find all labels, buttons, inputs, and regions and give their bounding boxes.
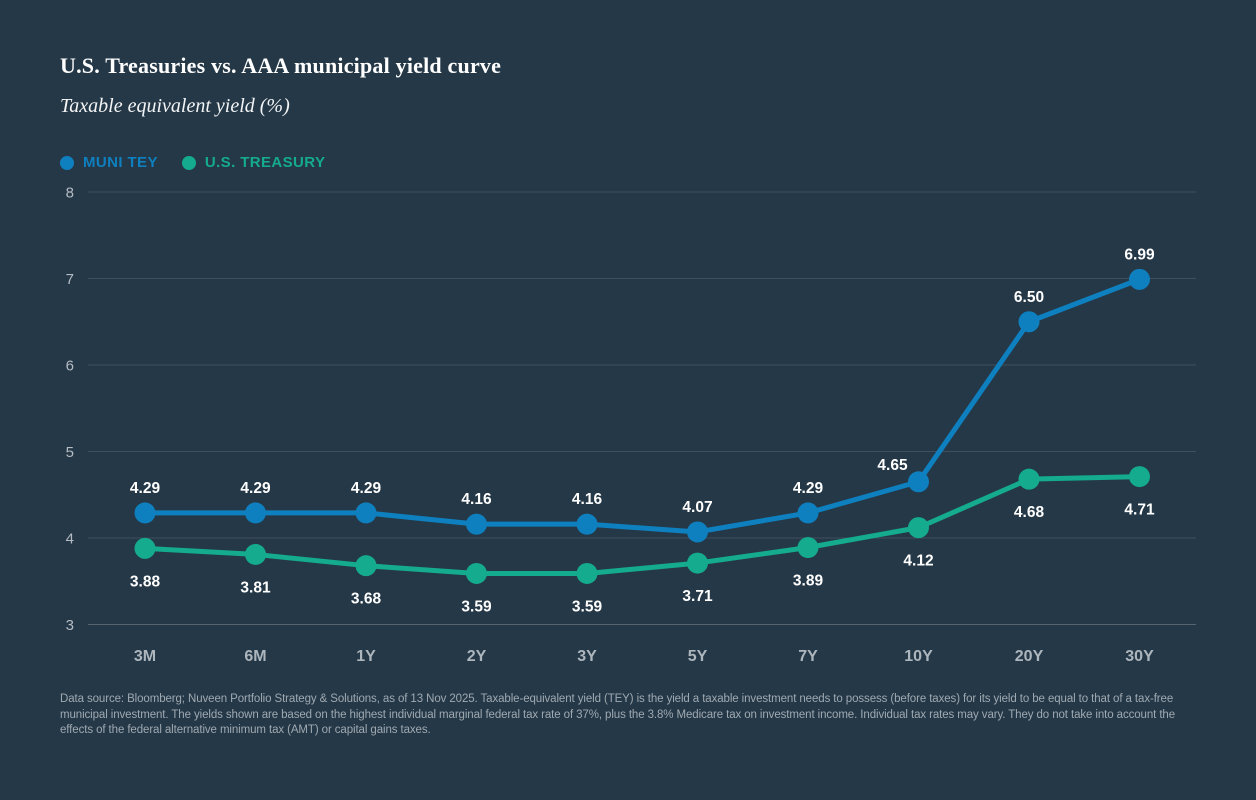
data-point — [1018, 468, 1040, 490]
data-point — [355, 502, 377, 524]
data-point-label: 3.88 — [130, 573, 161, 590]
data-point-label: 4.68 — [1014, 504, 1045, 521]
x-tick-label: 6M — [244, 648, 266, 665]
data-point — [1129, 466, 1150, 488]
data-point-label: 6.50 — [1014, 289, 1044, 306]
data-point — [134, 502, 156, 524]
data-point — [908, 517, 929, 539]
data-point-label: 4.12 — [903, 553, 933, 570]
y-tick-label: 8 — [66, 185, 74, 202]
data-point — [245, 543, 266, 565]
data-point — [797, 502, 819, 524]
legend-item-muni-tey: MUNI TEY — [60, 154, 158, 171]
x-tick-label: 20Y — [1015, 648, 1044, 665]
legend-label-us-treasury: U.S. TREASURY — [204, 154, 326, 171]
y-tick-label: 4 — [66, 531, 74, 548]
chart-subtitle: Taxable equivalent yield (%) — [60, 95, 290, 117]
data-point-label: 3.81 — [240, 579, 271, 596]
legend-label-muni-tey: MUNI TEY — [83, 154, 158, 171]
data-point-label: 4.29 — [351, 480, 382, 497]
chart-title: U.S. Treasuries vs. AAA municipal yield … — [60, 53, 502, 78]
data-point-label: 4.65 — [877, 457, 908, 474]
y-tick-label: 3 — [66, 617, 74, 634]
series-line-muni-tey — [142, 276, 1142, 535]
data-point — [1018, 311, 1040, 333]
source-footnote: Data source: Bloomberg; Nuveen Portfolio… — [60, 693, 1176, 737]
x-tick-label: 3M — [134, 648, 156, 665]
legend-item-us-treasury: U.S. TREASURY — [181, 154, 326, 171]
data-point-label: 6.99 — [1124, 246, 1155, 263]
data-point-label: 4.71 — [1124, 502, 1155, 519]
data-point-label: 3.59 — [572, 598, 603, 615]
y-tick-label: 7 — [66, 271, 74, 288]
x-tick-label: 5Y — [688, 648, 708, 665]
data-point-label: 3.68 — [351, 591, 382, 608]
muni-tey-dot-icon — [60, 155, 74, 170]
data-point — [1129, 268, 1150, 290]
data-point-label: 4.16 — [572, 491, 603, 508]
data-point — [576, 562, 598, 584]
data-point-label: 4.16 — [461, 491, 492, 508]
x-tick-label: 1Y — [356, 648, 376, 665]
y-tick-label: 5 — [66, 444, 74, 461]
x-tick-label: 30Y — [1125, 648, 1154, 665]
data-point-label: 4.07 — [682, 499, 712, 516]
data-point — [687, 521, 708, 543]
x-tick-label: 7Y — [798, 648, 818, 665]
x-tick-label: 10Y — [904, 648, 933, 665]
data-point — [908, 471, 929, 493]
y-tick-label: 6 — [66, 358, 74, 375]
x-tick-label: 2Y — [467, 648, 487, 665]
series-line-us-treasury — [142, 474, 1142, 576]
data-point — [797, 537, 819, 559]
x-tick-label: 3Y — [577, 648, 597, 665]
us-treasury-dot-icon — [181, 155, 196, 170]
data-point-label: 4.29 — [793, 480, 824, 497]
data-point-label: 4.29 — [130, 480, 161, 497]
data-point — [576, 513, 598, 535]
data-point — [466, 513, 487, 535]
chart-legend: MUNI TEY U.S. TREASURY — [60, 154, 325, 171]
data-point-label: 3.89 — [793, 573, 824, 590]
data-point — [245, 502, 266, 524]
data-point-label: 4.29 — [240, 480, 271, 497]
data-point — [355, 555, 377, 577]
data-point — [466, 562, 487, 584]
data-point — [687, 552, 708, 574]
data-point-label: 3.59 — [461, 598, 492, 615]
data-point — [134, 537, 156, 559]
data-point-label: 3.71 — [682, 588, 713, 605]
